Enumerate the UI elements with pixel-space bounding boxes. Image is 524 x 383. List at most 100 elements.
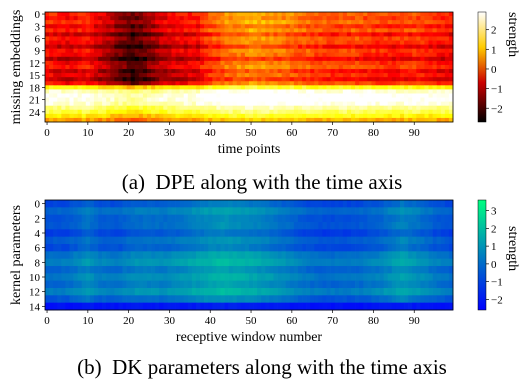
heatmap-cell bbox=[159, 229, 164, 238]
heatmap-cell bbox=[236, 20, 242, 25]
heatmap-cell bbox=[138, 113, 144, 119]
heatmap-cell bbox=[69, 229, 74, 238]
heatmap-cell bbox=[53, 20, 58, 25]
heatmap-cell bbox=[334, 200, 340, 208]
heatmap-cell bbox=[269, 101, 274, 107]
heatmap-cell bbox=[179, 101, 185, 107]
heatmap-cell bbox=[261, 89, 266, 94]
heatmap-cell bbox=[355, 36, 360, 41]
heatmap-cell bbox=[232, 20, 238, 25]
heatmap-cell bbox=[395, 236, 401, 245]
heatmap-cell bbox=[261, 77, 266, 82]
heatmap-cell bbox=[49, 28, 54, 33]
heatmap-cell bbox=[171, 32, 176, 37]
heatmap-cell bbox=[424, 200, 429, 208]
heatmap-cell bbox=[114, 69, 119, 74]
heatmap-cell bbox=[391, 56, 397, 62]
heatmap-cell bbox=[138, 52, 144, 58]
heatmap-cell bbox=[216, 207, 221, 216]
heatmap-cell bbox=[102, 12, 107, 17]
heatmap-cell bbox=[244, 60, 250, 66]
heatmap-cell bbox=[65, 56, 70, 62]
heatmap-cell bbox=[179, 236, 185, 245]
heatmap-cell bbox=[228, 280, 234, 289]
heatmap-cell bbox=[436, 222, 442, 230]
heatmap-cell bbox=[416, 251, 421, 260]
heatmap-cell bbox=[289, 60, 295, 66]
heatmap-cell bbox=[204, 36, 209, 41]
heatmap-cell bbox=[269, 302, 274, 311]
heatmap-cell bbox=[383, 44, 389, 50]
heatmap-cell bbox=[379, 266, 384, 274]
heatmap-cell bbox=[126, 44, 132, 50]
heatmap-cell bbox=[171, 77, 176, 82]
heatmap-cell bbox=[106, 214, 111, 223]
heatmap-cell bbox=[416, 236, 421, 245]
heatmap-cell bbox=[244, 12, 250, 17]
heatmap-cell bbox=[346, 93, 352, 98]
heatmap-cell bbox=[220, 93, 225, 98]
heatmap-cell bbox=[363, 97, 368, 102]
heatmap-cell bbox=[265, 77, 270, 82]
heatmap-cell bbox=[220, 295, 225, 304]
heatmap-cell bbox=[448, 28, 454, 33]
heatmap-cell bbox=[61, 81, 66, 86]
heatmap-cell bbox=[375, 36, 380, 41]
heatmap-cell bbox=[147, 214, 152, 223]
heatmap-cell bbox=[155, 97, 160, 102]
heatmap-cell bbox=[106, 251, 111, 260]
heatmap-cell bbox=[65, 97, 70, 102]
heatmap-cell bbox=[249, 60, 254, 66]
heatmap-cell bbox=[151, 214, 156, 223]
heatmap-cell bbox=[289, 48, 295, 54]
heatmap-cell bbox=[285, 73, 291, 78]
heatmap-cell bbox=[212, 288, 217, 296]
heatmap-cell bbox=[318, 44, 323, 50]
heatmap-cell bbox=[122, 273, 127, 282]
heatmap-cell bbox=[363, 244, 368, 252]
heatmap-cell bbox=[314, 273, 319, 282]
heatmap-cell bbox=[277, 89, 282, 94]
heatmap-cell bbox=[404, 207, 409, 216]
heatmap-cell bbox=[65, 77, 70, 82]
heatmap-cell bbox=[151, 64, 156, 70]
heatmap-cell bbox=[220, 40, 225, 45]
heatmap-cell bbox=[424, 288, 429, 296]
heatmap-cell bbox=[297, 244, 303, 252]
heatmap-cell bbox=[61, 109, 66, 115]
heatmap-cell bbox=[228, 44, 234, 50]
heatmap-cell bbox=[257, 81, 262, 86]
heatmap-cell bbox=[399, 117, 405, 123]
heatmap-cell bbox=[208, 288, 213, 296]
heatmap-cell bbox=[297, 40, 303, 45]
heatmap-cell bbox=[208, 77, 213, 82]
heatmap-cell bbox=[118, 93, 123, 98]
heatmap-cell bbox=[408, 222, 413, 230]
heatmap-cell bbox=[49, 16, 54, 21]
heatmap-cell bbox=[322, 236, 327, 245]
heatmap-cell bbox=[432, 36, 438, 41]
heatmap-cell bbox=[314, 12, 319, 17]
heatmap-cell bbox=[436, 60, 442, 66]
heatmap-cell bbox=[371, 89, 376, 94]
heatmap-cell bbox=[424, 69, 429, 74]
heatmap-cell bbox=[65, 280, 70, 289]
heatmap-cell bbox=[436, 85, 442, 90]
heatmap-cell bbox=[261, 101, 266, 107]
heatmap-cell bbox=[338, 302, 344, 311]
heatmap-cell bbox=[379, 32, 384, 37]
heatmap-cell bbox=[261, 24, 266, 29]
heatmap-cell bbox=[208, 28, 213, 33]
heatmap-cell bbox=[102, 20, 107, 25]
colorbar-b-label: strength bbox=[505, 226, 520, 271]
heatmap-cell bbox=[310, 36, 315, 41]
heatmap-cell bbox=[249, 12, 254, 17]
heatmap-cell bbox=[73, 200, 78, 208]
heatmap-cell bbox=[244, 222, 250, 230]
heatmap-cell bbox=[155, 24, 160, 29]
heatmap-cell bbox=[212, 56, 217, 62]
heatmap-cell bbox=[273, 244, 278, 252]
heatmap-cell bbox=[147, 258, 152, 267]
heatmap-cell bbox=[73, 56, 78, 62]
heatmap-cell bbox=[167, 40, 172, 45]
